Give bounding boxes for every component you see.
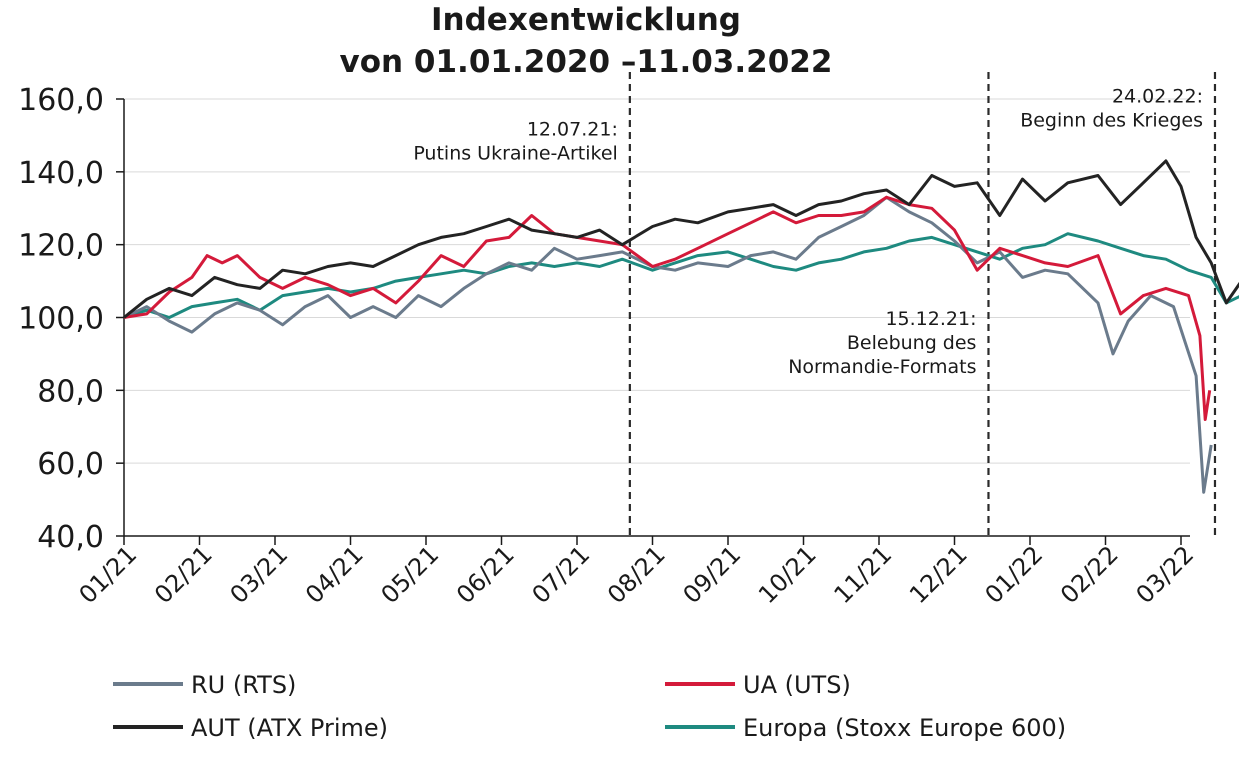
- x-tick-label: 02/22: [1055, 540, 1124, 609]
- annotation-label: Putins Ukraine-Artikel: [413, 142, 618, 164]
- annotation-label: 24.02.22:: [1112, 86, 1203, 108]
- x-tick-label: 04/21: [300, 540, 369, 609]
- x-tick-label: 12/21: [904, 540, 973, 609]
- x-tick-label: 10/21: [753, 540, 822, 609]
- annotations: 12.07.21:Putins Ukraine-Artikel 15.12.21:…: [413, 72, 1217, 536]
- x-tick-label: 06/21: [451, 540, 520, 609]
- annotation-label: 15.12.21:: [885, 308, 976, 330]
- y-tick-label: 100,0: [18, 302, 104, 337]
- y-tick-label: 140,0: [18, 156, 104, 191]
- chart-subtitle: von 01.01.2020 –11.03.2022: [340, 44, 833, 80]
- y-tick-label: 40,0: [37, 520, 104, 555]
- x-tick-label: 03/22: [1131, 540, 1200, 609]
- annotation-label: Normandie-Formats: [788, 356, 976, 378]
- y-tick-label: 160,0: [18, 83, 104, 118]
- series-line: [123, 232, 1239, 319]
- series-line: [123, 195, 1213, 494]
- chart-title: Indexentwicklung: [431, 2, 741, 38]
- y-tick-label: 80,0: [37, 374, 104, 409]
- annotation-label: 12.07.21:: [527, 118, 618, 140]
- annotation-label: Belebung des: [847, 332, 977, 354]
- legend-label: RU (RTS): [191, 671, 296, 699]
- x-tick-label: 01/22: [980, 540, 1049, 609]
- x-tick-label: 09/21: [678, 540, 747, 609]
- legend-label: UA (UTS): [743, 671, 851, 699]
- y-tick-label: 60,0: [37, 447, 104, 482]
- legend-label: Europa (Stoxx Europe 600): [743, 714, 1066, 742]
- y-axis: 160,0 140,0 120,0 100,0 80,0 60,0 40,0: [18, 83, 125, 555]
- x-tick-label: 07/21: [527, 540, 596, 609]
- series-lines: [123, 159, 1239, 494]
- x-tick-label: 05/21: [376, 540, 445, 609]
- annotation-label: Beginn des Krieges: [1020, 110, 1203, 132]
- series-line: [123, 195, 1212, 421]
- legend: RU (RTS) UA (UTS) AUT (ATX Prime) Europa (S…: [113, 671, 1066, 742]
- legend-label: AUT (ATX Prime): [191, 714, 388, 742]
- x-tick-label: 08/21: [602, 540, 671, 609]
- series-line: [123, 159, 1239, 319]
- x-axis: 01/21 02/21 03/21 04/21 05/21 06/21 07/21 08/21…: [74, 535, 1200, 609]
- y-tick-label: 120,0: [18, 229, 104, 264]
- x-tick-label: 02/21: [149, 540, 218, 609]
- x-tick-label: 11/21: [829, 540, 898, 609]
- x-tick-label: 03/21: [225, 540, 294, 609]
- gridlines: [124, 98, 1190, 464]
